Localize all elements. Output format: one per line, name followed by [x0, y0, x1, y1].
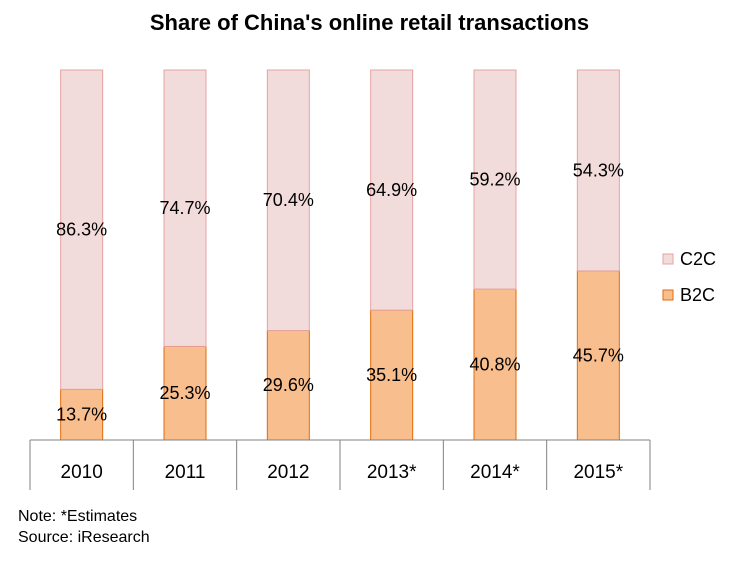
bars-layer	[60, 69, 620, 441]
bar-c2c-2014	[473, 69, 517, 290]
data-label-c2c-2012: 70.4%	[263, 190, 314, 210]
note-text: Note: *Estimates	[18, 508, 138, 525]
bar-c2c-2015	[576, 69, 620, 272]
bar-c2c-2011	[163, 69, 207, 347]
legend: C2C B2C	[662, 249, 716, 305]
legend-label-b2c: B2C	[680, 285, 715, 305]
data-label-b2c-2015: 45.7%	[573, 345, 624, 365]
bar-c2c-2012	[266, 69, 310, 331]
bar-c2c-2013	[370, 69, 414, 311]
data-label-b2c-2011: 25.3%	[159, 383, 210, 403]
x-tick-label-2013: 2013*	[367, 462, 417, 483]
data-label-b2c-2013: 35.1%	[366, 365, 417, 385]
bar-b2c-2014	[473, 288, 517, 441]
bar-b2c-2013	[370, 309, 414, 441]
data-label-c2c-2010: 86.3%	[56, 220, 107, 240]
data-labels-layer: 13.7% 86.3% 25.3% 74.7% 29.6% 70.4% 35.1% 64.9%…	[56, 160, 624, 424]
data-label-b2c-2014: 40.8%	[469, 355, 520, 375]
legend-label-c2c: C2C	[680, 249, 716, 269]
legend-swatch-c2c	[662, 253, 674, 265]
data-label-c2c-2011: 74.7%	[159, 198, 210, 218]
data-label-c2c-2014: 59.2%	[469, 170, 520, 190]
bar-b2c-2011	[163, 345, 207, 441]
x-tick-label-2012: 2012	[267, 462, 309, 483]
x-tick-label-2014: 2014*	[470, 462, 520, 483]
data-label-c2c-2013: 64.9%	[366, 180, 417, 200]
x-tick-label-2011: 2011	[165, 462, 206, 483]
bar-c2c-2010	[60, 69, 104, 390]
data-label-c2c-2015: 54.3%	[573, 160, 624, 180]
data-label-b2c-2012: 29.6%	[263, 375, 314, 395]
data-label-b2c-2010: 13.7%	[56, 405, 107, 425]
chart-title: Share of China's online retail transacti…	[149, 10, 590, 35]
x-axis: 2010 2011 2012 2013* 2014* 2015*	[29, 439, 651, 490]
legend-swatch-b2c	[662, 289, 674, 301]
bar-b2c-2010	[60, 388, 104, 441]
source-text: Source: iResearch	[18, 529, 150, 546]
x-tick-label-2015: 2015*	[573, 462, 623, 483]
x-tick-label-2010: 2010	[61, 462, 103, 483]
